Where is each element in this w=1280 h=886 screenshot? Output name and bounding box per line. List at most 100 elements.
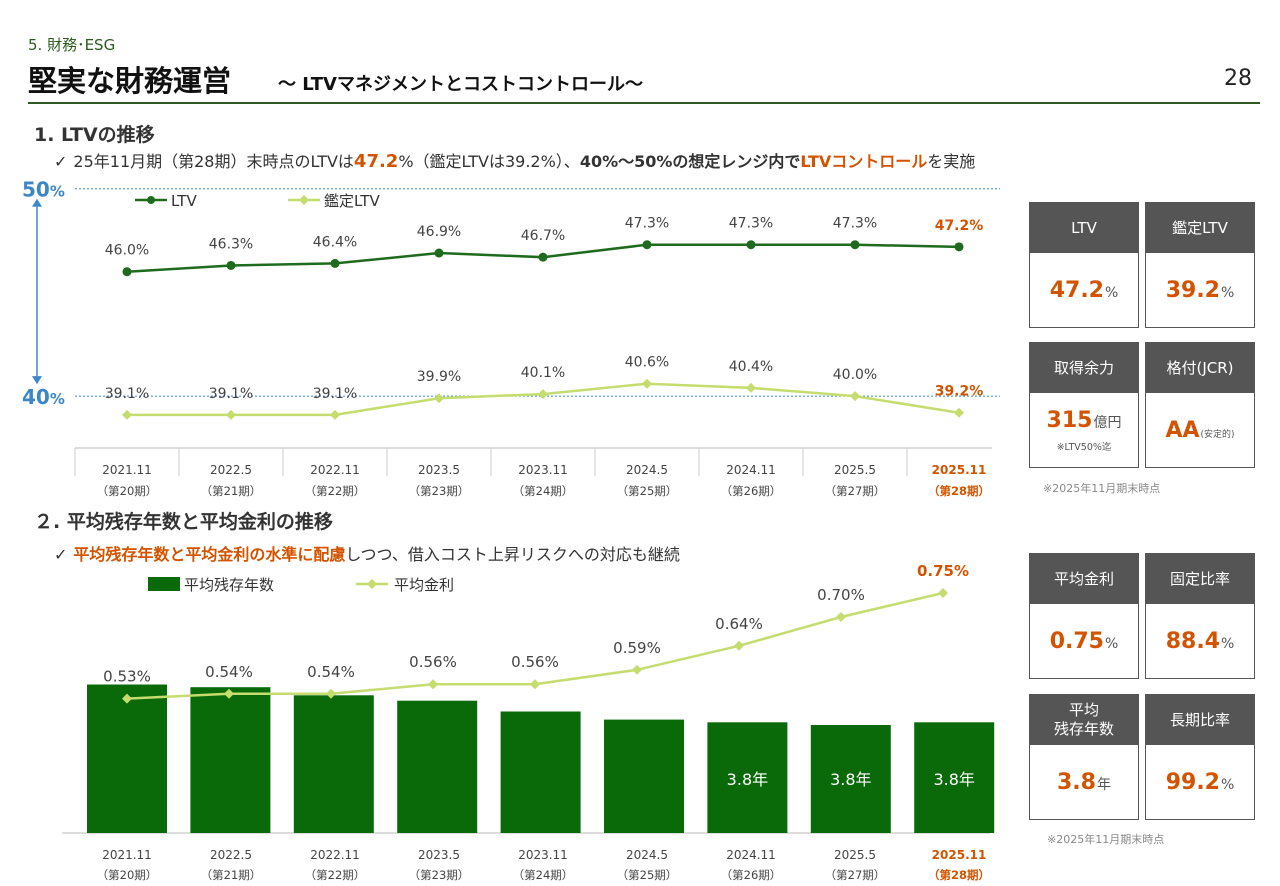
data-point: [330, 409, 340, 420]
cards-bottom-note: ※2025年11月期末時点: [1047, 833, 1165, 846]
card-value: 0.75: [1049, 628, 1104, 654]
data-label: 39.2%: [935, 384, 984, 400]
data-label: 40.4%: [729, 359, 773, 375]
card-unit: (安定的): [1200, 429, 1235, 440]
data-point: [850, 391, 860, 402]
card-label: 取得余力: [1030, 343, 1138, 393]
card-label: 格付(JCR): [1146, 343, 1254, 393]
card-appraisal-ltv: 鑑定LTV 39.2%: [1145, 202, 1255, 328]
data-point: [850, 240, 860, 250]
bar: [87, 684, 167, 833]
x-tick-sublabel: （第27期）: [825, 868, 886, 882]
x-tick-label: 2025.11: [932, 848, 987, 862]
ltv-chart: 50% 40% 2021.11 （第20期） 2022.5 （第21期） 2022.11 （第…: [22, 178, 1000, 498]
legend-marker: [148, 577, 180, 591]
card-note: ※LTV50%迄: [1056, 441, 1112, 453]
bullet-ltv-value: 47.2: [353, 151, 399, 172]
data-point: [538, 252, 548, 262]
bullet-text: を実施: [927, 152, 976, 171]
card-unit: %: [1220, 635, 1235, 652]
x-tick-sublabel: （第27期）: [825, 484, 886, 498]
data-point: [632, 664, 642, 675]
x-tick-label: 2025.5: [834, 463, 876, 477]
data-label: 39.1%: [313, 386, 357, 402]
section2-bullet: ✓ 平均残存年数と平均金利の水準に配慮しつつ、借入コスト上昇リスクへの対応も継続: [54, 541, 680, 565]
bar: [500, 711, 581, 833]
card-label: 平均 残存年数: [1030, 695, 1138, 745]
data-point: [330, 258, 340, 268]
card-value: 47.2: [1049, 277, 1104, 303]
data-label: 40.1%: [521, 365, 565, 381]
legend-label: LTV: [171, 192, 197, 210]
x-tick-sublabel: （第26期）: [721, 868, 782, 882]
card-unit: %: [1104, 284, 1119, 301]
section-label: 5. 財務･ESG: [28, 36, 116, 54]
bullet-text: しつつ、借入コスト上昇リスクへの対応も継続: [345, 545, 680, 564]
x-tick-label: 2022.11: [310, 848, 360, 862]
data-point: [938, 588, 948, 598]
check-icon: ✓: [54, 152, 68, 171]
data-label: 47.2%: [935, 218, 984, 234]
x-tick-sublabel: （第25期）: [617, 484, 678, 498]
data-label: 0.64%: [715, 615, 763, 633]
x-tick-label: 2025.5: [834, 848, 876, 862]
bar-label: 3.8年: [830, 770, 871, 789]
legend-marker: [299, 195, 309, 205]
data-point: [530, 679, 540, 690]
card-ltv: LTV 47.2%: [1029, 202, 1139, 328]
data-point: [954, 242, 964, 252]
data-label: 47.3%: [625, 216, 669, 232]
page-subtitle: ～ LTVマネジメントとコストコントロール～: [278, 74, 643, 95]
data-point: [836, 612, 846, 622]
title-divider: [28, 102, 1260, 104]
bar: [397, 700, 478, 833]
card-avg-interest: 平均金利 0.75%: [1029, 553, 1139, 679]
section1-heading: 1. LTVの推移: [34, 124, 155, 146]
x-tick-sublabel: （第22期）: [305, 484, 366, 498]
card-label: 長期比率: [1146, 695, 1254, 745]
data-point: [224, 688, 234, 699]
card-unit: 億円: [1093, 414, 1122, 431]
x-tick-sublabel: （第25期）: [617, 868, 678, 882]
data-label: 39.9%: [417, 369, 461, 385]
card-value: 3.8: [1057, 769, 1096, 795]
x-tick-sublabel: （第28期）: [928, 868, 990, 882]
x-tick-sublabel: （第22期）: [305, 868, 366, 882]
x-tick-sublabel: （第28期）: [928, 484, 990, 498]
data-point: [746, 240, 756, 250]
x-tick-sublabel: （第20期）: [97, 484, 158, 498]
x-tick-label: 2025.11: [932, 463, 987, 477]
debt-chart: 3.8年 3.8年 3.8年 2021.11 （第20期） 2022.5 （第21期） 202…: [62, 565, 995, 882]
x-tick-label: 2024.5: [626, 848, 668, 862]
x-tick-label: 2023.5: [418, 848, 460, 862]
data-label: 40.0%: [833, 367, 877, 383]
x-tick-sublabel: （第24期）: [513, 868, 574, 882]
bar: [604, 719, 684, 833]
bar-label: 3.8年: [933, 770, 974, 789]
data-label: 0.54%: [307, 663, 355, 681]
bullet-text: 25年11月期（第28期）末時点のLTVは: [73, 152, 354, 171]
data-label: 0.56%: [511, 653, 559, 671]
data-point: [226, 260, 236, 270]
bullet-range-text: 40%～50%の想定レンジ内で: [579, 152, 801, 171]
data-label: 0.54%: [205, 663, 253, 681]
section2-heading: ２. 平均残存年数と平均金利の推移: [34, 511, 333, 533]
range-arrow-up-icon: [32, 198, 42, 207]
data-label: 47.3%: [729, 216, 773, 232]
cards-top-note: ※2025年11月期末時点: [1043, 482, 1161, 495]
card-long-term-ratio: 長期比率 99.2%: [1145, 694, 1255, 820]
data-point: [226, 409, 236, 420]
card-value: 315: [1046, 407, 1093, 433]
data-point: [642, 378, 652, 389]
data-point: [122, 267, 132, 277]
section1-bullet: ✓ 25年11月期（第28期）末時点のLTVは47.2%（鑑定LTVは39.2%）…: [54, 148, 975, 172]
bullet-ltv-control: LTVコントロール: [800, 152, 928, 171]
x-tick-label: 2024.5: [626, 463, 668, 477]
data-label: 39.1%: [105, 386, 149, 402]
card-value: AA: [1165, 417, 1200, 443]
bullet-text: %（鑑定LTVは39.2%）、: [398, 152, 580, 171]
x-tick-sublabel: （第26期）: [721, 484, 782, 498]
x-tick-sublabel: （第23期）: [409, 484, 470, 498]
card-value: 88.4: [1165, 628, 1220, 654]
bar: [707, 722, 788, 833]
